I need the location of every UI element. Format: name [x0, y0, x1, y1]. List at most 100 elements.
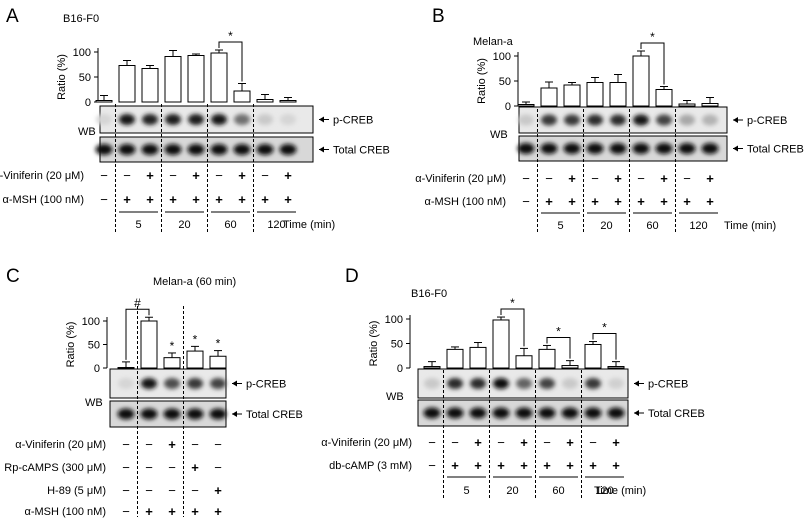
pcreb-band: [516, 378, 532, 389]
y-axis-label: Ratio (%): [476, 58, 488, 104]
bar: [586, 82, 604, 107]
treatment-sign: +: [660, 194, 668, 209]
time-axis-label: Time (min): [283, 219, 335, 231]
significance-mark: #: [134, 296, 141, 310]
pcreb-band: [141, 378, 157, 389]
total-creb-band: [586, 143, 604, 154]
bar: [117, 367, 135, 369]
time-axis-label: Time (min): [594, 485, 646, 497]
total-creb-band: [540, 143, 558, 154]
blot-arrow-head: [319, 146, 324, 153]
time-axis-label: Time (min): [724, 220, 776, 232]
treatment-sign: −: [214, 460, 222, 475]
total-creb-band: [607, 407, 625, 419]
treatment-sign: +: [497, 458, 505, 473]
pcreb-band: [633, 114, 649, 126]
total-creb-band: [446, 407, 464, 419]
total-creb-band: [95, 144, 113, 155]
blot-arrow-head: [634, 410, 639, 416]
significance-bracket: [592, 333, 617, 360]
y-axis-label: Ratio (%): [56, 54, 68, 100]
bar: [540, 87, 558, 107]
treatment-sign: +: [706, 194, 714, 209]
treatment-label: Rp-cAMPS (300 μM): [4, 462, 106, 474]
panel-d: D B16-F0 0 50 100 Ratio (%) * * * p-CREB Total CRE…: [321, 266, 705, 498]
bar: [256, 99, 274, 103]
cell-line-label: B16-F0: [411, 288, 447, 300]
treatment-sign: +: [660, 171, 668, 186]
bar: [187, 55, 205, 103]
treatment-sign: −: [168, 460, 176, 475]
pcreb-band: [211, 114, 227, 125]
treatment-sign: −: [215, 168, 223, 183]
pcreb-band: [702, 114, 718, 126]
treatment-sign: +: [474, 435, 482, 450]
time-group-label: 20: [506, 485, 518, 497]
treatment-sign: +: [238, 192, 246, 207]
bar: [186, 350, 204, 369]
total-creb-band: [609, 143, 627, 154]
panel-letter: C: [6, 266, 20, 287]
significance-mark: *: [650, 30, 655, 44]
treatment-sign: +: [543, 458, 551, 473]
pcreb-band: [118, 378, 134, 389]
total-creb-band: [469, 407, 487, 419]
pcreb-band: [210, 378, 226, 389]
total-creb-band: [209, 408, 227, 420]
total-creb-band: [186, 408, 204, 420]
treatment-sign: −: [214, 437, 222, 452]
bar: [233, 90, 251, 103]
total-creb-band: [279, 144, 297, 155]
significance-mark: *: [216, 337, 221, 351]
treatment-sign: −: [122, 504, 130, 519]
pcreb-band: [564, 114, 580, 126]
bar: [163, 357, 181, 369]
treatment-sign: +: [520, 435, 528, 450]
total-creb-band: [492, 407, 510, 419]
cell-line-label: Melan-a: [473, 36, 514, 48]
treatment-sign: +: [451, 458, 459, 473]
pcreb-band: [424, 378, 440, 389]
y-tick-label: 0: [94, 363, 100, 375]
treatment-sign: −: [168, 483, 176, 498]
significance-mark: *: [602, 321, 607, 335]
y-axis-label: Ratio (%): [368, 321, 380, 367]
pcreb-band: [587, 114, 603, 126]
treatment-sign: −: [100, 192, 108, 207]
total-creb-band: [517, 143, 535, 154]
bar: [678, 103, 696, 107]
treatment-sign: +: [146, 168, 154, 183]
total-creb-band: [164, 144, 182, 155]
total-creb-band: [210, 144, 228, 155]
treatment-sign: −: [169, 168, 177, 183]
significance-mark: *: [228, 29, 233, 43]
significance-bracket: [125, 308, 150, 360]
treatment-sign: +: [284, 192, 292, 207]
pcreb-band: [234, 114, 250, 125]
blot-label: p-CREB: [333, 115, 373, 127]
bar: [609, 82, 627, 107]
y-tick-label: 50: [391, 339, 403, 351]
treatment-sign: −: [122, 460, 130, 475]
pcreb-band: [679, 114, 695, 126]
pcreb-band: [164, 378, 180, 389]
treatment-sign: +: [520, 458, 528, 473]
time-group-label: 120: [267, 219, 285, 231]
treatment-sign: −: [543, 435, 551, 450]
treatment-sign: −: [145, 437, 153, 452]
treatment-sign: +: [169, 192, 177, 207]
blot-label: p-CREB: [648, 379, 688, 391]
blot-arrow-head: [232, 380, 237, 387]
treatment-sign: +: [168, 437, 176, 452]
wb-label: WB: [85, 397, 103, 409]
significance-mark: *: [510, 296, 515, 310]
treatment-sign: +: [192, 168, 200, 183]
cell-line-label: Melan-a (60 min): [153, 276, 236, 288]
treatment-sign: −: [522, 194, 530, 209]
bar: [164, 56, 182, 103]
bar: [701, 103, 719, 107]
treatment-sign: −: [122, 437, 130, 452]
treatment-sign: +: [146, 192, 154, 207]
total-creb-band: [117, 408, 135, 420]
blot-arrow-head: [634, 380, 639, 387]
